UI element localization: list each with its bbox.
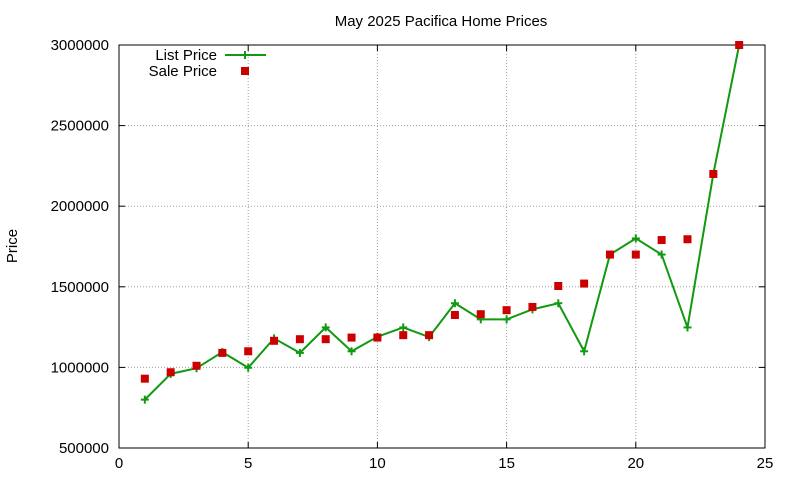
series-sale-price [140,41,744,383]
data-point [450,299,459,308]
data-point [373,333,382,342]
data-point [631,234,640,243]
y-tick-label: 1000000 [51,359,109,376]
x-tick-label: 10 [369,455,386,472]
data-point [270,336,279,345]
legend-label: Sale Price [149,63,217,80]
data-point [476,310,485,319]
data-point [631,250,640,259]
data-point [295,348,304,357]
x-tick-label: 20 [627,455,644,472]
legend-marker [241,67,249,75]
data-point [709,169,718,178]
x-tick-label: 15 [498,455,515,472]
data-point [140,395,149,404]
data-point [244,363,253,372]
data-point [683,235,692,244]
y-axis-label: Price [4,229,21,263]
ticks: 0 5 10 15 20 25 500000 1000000 1500000 2000000 250… [51,37,774,472]
data-point [735,41,744,49]
data-point [425,331,434,340]
data-point [295,335,304,344]
x-tick-label: 0 [115,455,123,472]
data-point [399,323,408,332]
grid [119,45,765,448]
data-point [140,374,149,383]
data-point [657,250,666,259]
legend-label: List Price [155,47,217,64]
data-point [347,333,356,342]
data-point [580,279,589,288]
data-point [347,347,356,356]
data-point [502,306,511,315]
x-tick-label: 5 [244,455,252,472]
data-point [166,368,175,377]
legend-marker [241,51,249,59]
data-point [321,335,330,344]
series-line [144,44,741,401]
data-point [605,250,614,259]
data-point [321,323,330,332]
plot-border [118,44,766,449]
data-point [554,299,563,308]
data-point [244,347,253,356]
data-point [450,311,459,320]
data-point [657,236,666,245]
data-point [683,323,692,332]
y-tick-label: 3000000 [51,37,109,54]
y-tick-label: 500000 [59,440,109,457]
data-point [528,302,537,311]
y-tick-label: 2000000 [51,198,109,215]
y-tick-label: 2500000 [51,118,109,135]
x-tick-label: 25 [757,455,774,472]
data-point [218,348,227,357]
data-point [580,347,589,356]
series-layer [140,41,744,404]
y-tick-label: 1500000 [51,279,109,296]
data-point [554,281,563,290]
chart-title: May 2025 Pacifica Home Prices [335,13,548,30]
data-point [399,331,408,340]
data-point [192,361,201,370]
data-point [502,315,511,324]
